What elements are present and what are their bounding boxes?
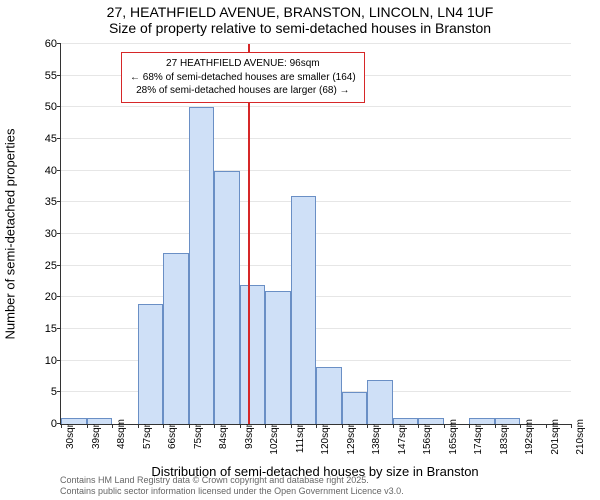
histogram-bar [138, 304, 164, 424]
gridline [61, 170, 571, 171]
x-tick-mark [214, 424, 215, 428]
gridline [61, 265, 571, 266]
y-tick-mark [57, 138, 61, 139]
x-tick-mark [367, 424, 368, 428]
gridline [61, 201, 571, 202]
gridline [61, 138, 571, 139]
x-tick-label: 147sqm [397, 419, 408, 455]
x-tick-label: 201sqm [550, 419, 561, 455]
y-tick-label: 55 [31, 70, 57, 82]
x-tick-mark [444, 424, 445, 428]
y-tick-mark [57, 360, 61, 361]
x-tick-mark [291, 424, 292, 428]
x-tick-mark [87, 424, 88, 428]
y-tick-mark [57, 391, 61, 392]
y-axis-label: Number of semi-detached properties [3, 129, 18, 340]
gridline [61, 296, 571, 297]
y-tick-mark [57, 233, 61, 234]
x-tick-label: 192sqm [524, 419, 535, 455]
x-tick-mark [316, 424, 317, 428]
x-tick-label: 111sqm [295, 419, 306, 453]
x-tick-label: 210sqm [575, 419, 586, 455]
histogram-bar [342, 392, 368, 424]
x-tick-mark [546, 424, 547, 428]
y-tick-label: 45 [31, 133, 57, 145]
y-tick-mark [57, 296, 61, 297]
x-tick-label: 156sqm [422, 419, 433, 455]
x-tick-mark [61, 424, 62, 428]
y-tick-mark [57, 328, 61, 329]
y-tick-label: 10 [31, 355, 57, 367]
x-tick-mark [469, 424, 470, 428]
histogram-bar [87, 418, 113, 424]
annotation-box: 27 HEATHFIELD AVENUE: 96sqm← 68% of semi… [121, 52, 365, 103]
y-tick-label: 0 [31, 418, 57, 430]
x-tick-mark [265, 424, 266, 428]
y-tick-label: 40 [31, 165, 57, 177]
x-tick-mark [495, 424, 496, 428]
histogram-bar [316, 367, 342, 424]
footer-line-2: Contains public sector information licen… [60, 486, 404, 498]
x-tick-mark [418, 424, 419, 428]
x-tick-label: 129sqm [346, 419, 357, 455]
y-tick-mark [57, 106, 61, 107]
x-tick-mark [520, 424, 521, 428]
histogram-bar [61, 418, 87, 424]
x-tick-mark [342, 424, 343, 428]
title-sub: Size of property relative to semi-detach… [0, 20, 600, 36]
y-tick-label: 60 [31, 38, 57, 50]
histogram-bar [495, 418, 521, 424]
histogram-bar [367, 380, 393, 424]
histogram-bar [163, 253, 189, 424]
x-tick-label: 138sqm [371, 419, 382, 455]
histogram-bar [214, 171, 240, 424]
x-tick-mark [138, 424, 139, 428]
x-tick-mark [163, 424, 164, 428]
x-tick-mark [393, 424, 394, 428]
y-tick-label: 35 [31, 196, 57, 208]
x-tick-mark [571, 424, 572, 428]
x-tick-label: 183sqm [499, 419, 510, 455]
x-tick-label: 48sqm [116, 419, 127, 449]
y-tick-mark [57, 43, 61, 44]
plot-area: 05101520253035404550556030sqm39sqm48sqm5… [60, 44, 571, 425]
x-tick-mark [240, 424, 241, 428]
y-tick-mark [57, 170, 61, 171]
histogram-bar [265, 291, 291, 424]
title-main: 27, HEATHFIELD AVENUE, BRANSTON, LINCOLN… [0, 4, 600, 20]
x-tick-label: 174sqm [473, 419, 484, 455]
y-tick-label: 25 [31, 260, 57, 272]
x-tick-label: 165sqm [448, 419, 459, 455]
x-tick-mark [189, 424, 190, 428]
y-tick-label: 15 [31, 323, 57, 335]
gridline [61, 106, 571, 107]
chart-area: Number of semi-detached properties 05101… [60, 44, 570, 424]
histogram-bar [189, 107, 215, 424]
x-tick-label: 120sqm [320, 419, 331, 455]
x-tick-label: 102sqm [269, 419, 280, 455]
histogram-bar [240, 285, 266, 424]
y-tick-label: 50 [31, 101, 57, 113]
x-tick-mark [112, 424, 113, 428]
annotation-line-1: 27 HEATHFIELD AVENUE: 96sqm [130, 57, 356, 71]
histogram-bar [393, 418, 419, 424]
y-tick-label: 20 [31, 291, 57, 303]
histogram-bar [469, 418, 495, 424]
gridline [61, 233, 571, 234]
annotation-line-2: ← 68% of semi-detached houses are smalle… [130, 71, 356, 85]
y-tick-label: 30 [31, 228, 57, 240]
histogram-bar [291, 196, 317, 424]
histogram-bar [418, 418, 444, 424]
footer-line-1: Contains HM Land Registry data © Crown c… [60, 475, 404, 487]
y-tick-label: 5 [31, 386, 57, 398]
chart-title-block: 27, HEATHFIELD AVENUE, BRANSTON, LINCOLN… [0, 0, 600, 36]
y-tick-mark [57, 265, 61, 266]
footer-attribution: Contains HM Land Registry data © Crown c… [60, 475, 404, 498]
y-tick-mark [57, 75, 61, 76]
annotation-line-3: 28% of semi-detached houses are larger (… [130, 84, 356, 98]
gridline [61, 43, 571, 44]
y-tick-mark [57, 201, 61, 202]
